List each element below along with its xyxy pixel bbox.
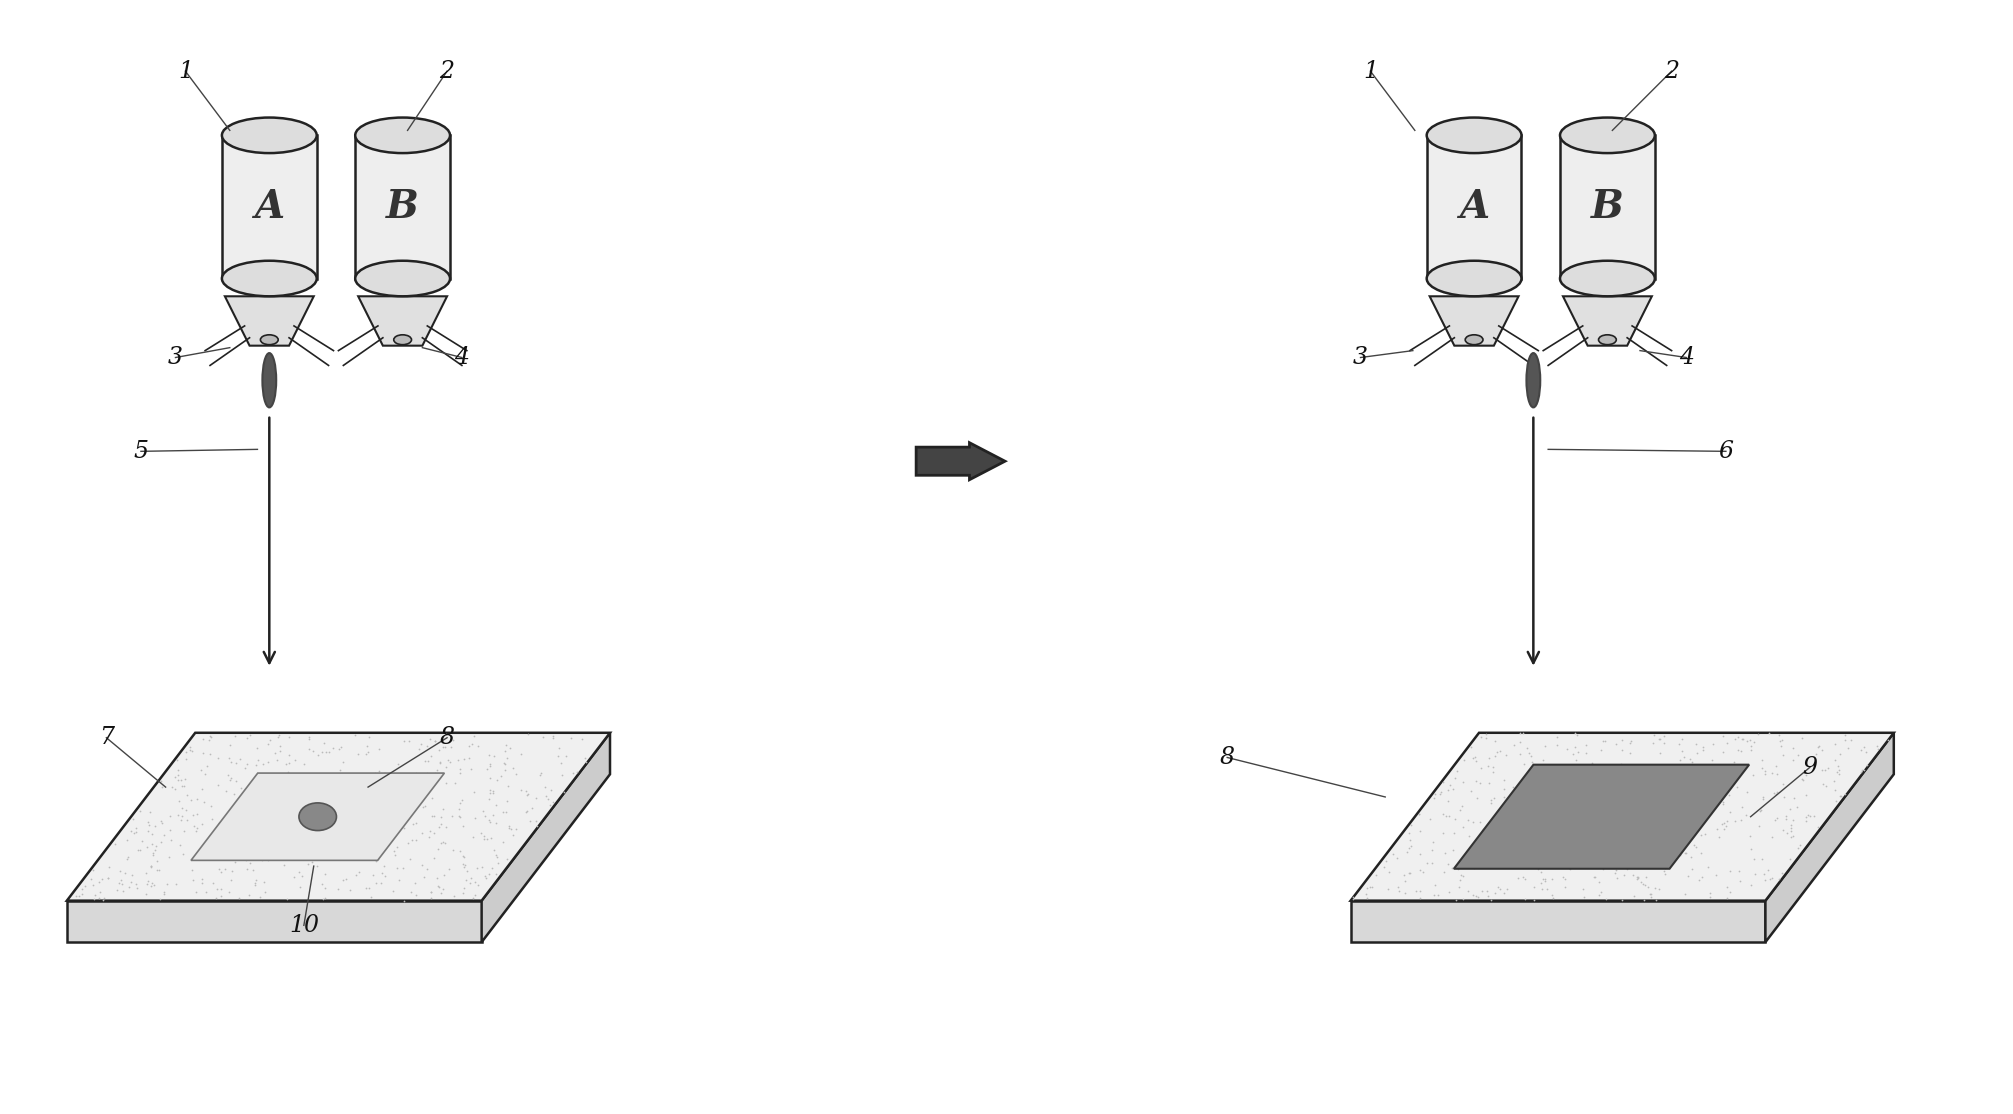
Polygon shape bbox=[1765, 733, 1894, 942]
Text: 1: 1 bbox=[1363, 60, 1379, 82]
Ellipse shape bbox=[1526, 353, 1540, 408]
Text: 10: 10 bbox=[290, 913, 318, 937]
Ellipse shape bbox=[1598, 335, 1616, 344]
Text: 8: 8 bbox=[439, 726, 455, 750]
Polygon shape bbox=[354, 135, 451, 278]
Polygon shape bbox=[66, 900, 481, 942]
Ellipse shape bbox=[1465, 335, 1484, 344]
Polygon shape bbox=[916, 442, 1004, 480]
Text: A: A bbox=[254, 188, 284, 226]
Ellipse shape bbox=[260, 335, 278, 344]
Text: 7: 7 bbox=[99, 726, 115, 750]
Text: 6: 6 bbox=[1719, 440, 1733, 462]
Text: B: B bbox=[1590, 188, 1624, 226]
Polygon shape bbox=[1351, 900, 1765, 942]
Polygon shape bbox=[1351, 733, 1894, 900]
Text: 9: 9 bbox=[1802, 755, 1818, 779]
Text: 3: 3 bbox=[167, 346, 183, 369]
Ellipse shape bbox=[1427, 118, 1522, 153]
Text: B: B bbox=[386, 188, 419, 226]
Ellipse shape bbox=[354, 261, 451, 296]
Polygon shape bbox=[481, 733, 610, 942]
Ellipse shape bbox=[354, 118, 451, 153]
Text: 4: 4 bbox=[1679, 346, 1693, 369]
Ellipse shape bbox=[1560, 118, 1655, 153]
Text: 3: 3 bbox=[1353, 346, 1369, 369]
Polygon shape bbox=[1453, 764, 1749, 869]
Ellipse shape bbox=[1427, 261, 1522, 296]
Text: 2: 2 bbox=[1665, 60, 1679, 82]
Polygon shape bbox=[66, 733, 610, 900]
Text: 5: 5 bbox=[133, 440, 149, 462]
Ellipse shape bbox=[221, 118, 316, 153]
Polygon shape bbox=[1560, 135, 1655, 278]
Ellipse shape bbox=[300, 803, 336, 831]
Ellipse shape bbox=[262, 353, 276, 408]
Polygon shape bbox=[1429, 296, 1518, 345]
Text: 8: 8 bbox=[1220, 746, 1234, 769]
Ellipse shape bbox=[221, 261, 316, 296]
Text: A: A bbox=[1459, 188, 1490, 226]
Polygon shape bbox=[1562, 296, 1653, 345]
Polygon shape bbox=[358, 296, 447, 345]
Polygon shape bbox=[191, 773, 445, 860]
Text: 2: 2 bbox=[439, 60, 455, 82]
Ellipse shape bbox=[395, 335, 411, 344]
Text: 4: 4 bbox=[455, 346, 469, 369]
Text: 1: 1 bbox=[177, 60, 193, 82]
Polygon shape bbox=[221, 135, 316, 278]
Ellipse shape bbox=[1560, 261, 1655, 296]
Polygon shape bbox=[225, 296, 314, 345]
Polygon shape bbox=[1427, 135, 1522, 278]
